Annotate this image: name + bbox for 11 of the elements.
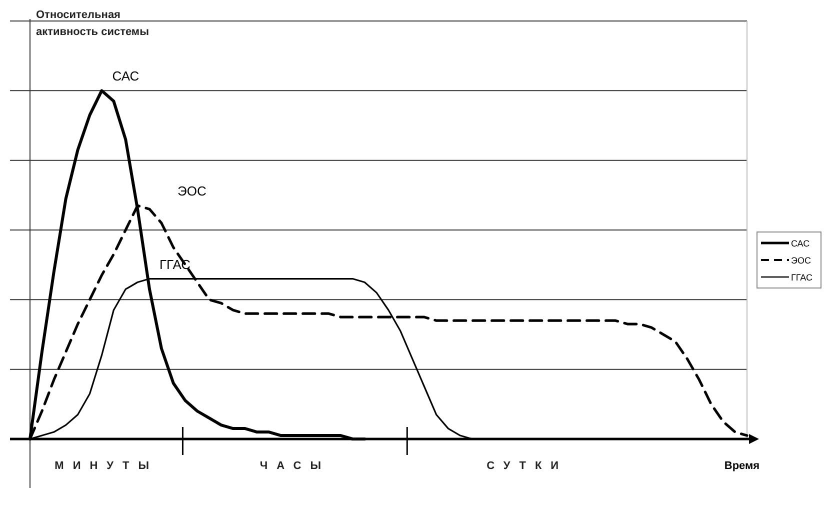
legend-label: ГГАС	[791, 272, 813, 282]
text: ГГАС	[160, 256, 190, 272]
text: САС	[112, 68, 140, 84]
text: МИНУТЫ	[54, 460, 158, 472]
legend-label: САС	[791, 238, 810, 248]
text: СУТКИ	[486, 460, 568, 472]
text: ЧАСЫ	[260, 460, 330, 472]
text: ЭОС	[178, 184, 206, 199]
x-axis-title: Время	[724, 460, 760, 472]
legend-label: ЭОС	[791, 256, 812, 266]
y-axis-title: Относительная активность системы	[36, 9, 149, 38]
